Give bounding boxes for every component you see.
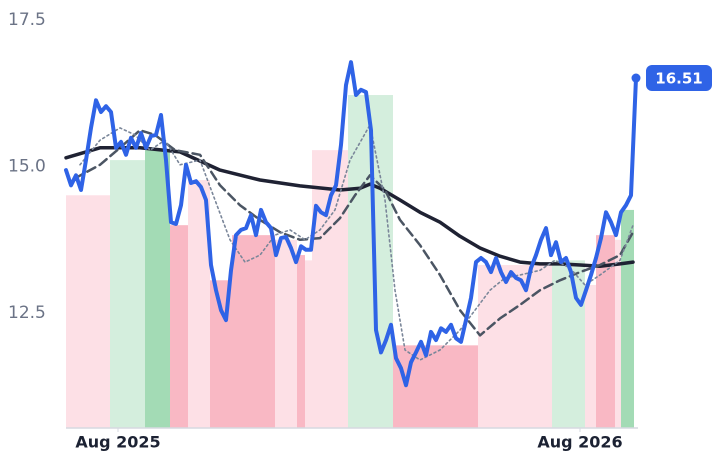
series-line (79, 124, 634, 361)
y-tick-label: 12.5 (8, 303, 46, 323)
background-band (552, 260, 585, 428)
y-tick-label: 17.5 (8, 10, 46, 30)
background-band (478, 265, 552, 428)
series-line (64, 60, 638, 388)
last-point (631, 73, 641, 83)
background-band (66, 195, 110, 428)
background-band (275, 239, 297, 428)
y-tick-label: 15.0 (8, 157, 46, 177)
background-band (110, 160, 145, 428)
price-label: 16.51 (655, 70, 702, 88)
background-band (170, 225, 188, 428)
background-band (297, 255, 305, 428)
background-band (615, 239, 621, 428)
background-band (312, 150, 348, 428)
x-tick-label: Aug 2025 (75, 433, 160, 452)
background-band (585, 284, 596, 428)
background-band (305, 260, 312, 428)
background-band (145, 150, 170, 428)
price-badge (646, 65, 712, 92)
series-line (73, 128, 635, 337)
x-tick-label: Aug 2026 (537, 433, 622, 452)
background-band (596, 235, 615, 428)
background-band (188, 180, 210, 428)
background-band (232, 235, 275, 428)
